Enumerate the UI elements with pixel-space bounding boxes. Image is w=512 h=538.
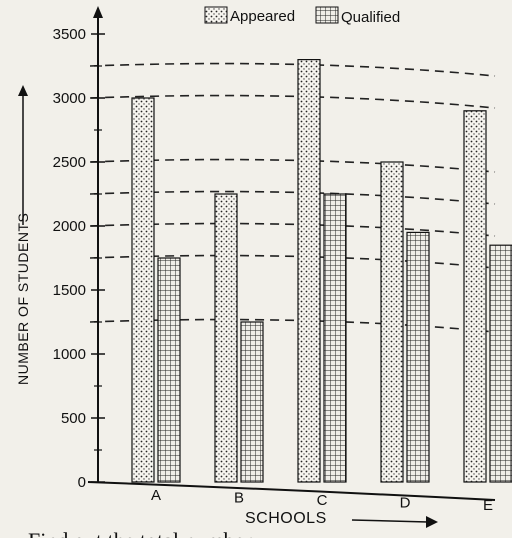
y-tick-label: 1000 [53,346,86,363]
y-tick-label: 500 [61,410,86,427]
x-axis-title-arrow-line [351,519,429,523]
x-tick-label: C [317,492,328,509]
y-axis-arrow [93,6,103,18]
y-axis-title-text: NUMBER OF STUDENTS [15,213,31,385]
legend-label-qualified: Qualified [341,9,400,26]
caption-text: Find out the total number [28,528,252,538]
x-labels: A B C D E [151,487,493,514]
bar-qualified-e [489,244,512,483]
bar-qualified-b [240,321,264,483]
x-tick-label: A [151,487,161,504]
x-tick-label: B [234,490,244,507]
y-tick-label: 2000 [53,218,86,235]
chart-legend: Appeared Qualified [204,6,400,26]
x-tick-label: D [400,495,411,512]
bar-qualified-a [157,257,181,483]
y-tick-label: 3500 [53,26,86,43]
bar-appeared-c [297,58,321,483]
x-axis-title-arrow-head [426,516,438,528]
bar-qualified-c [323,193,347,483]
y-tick-label: 3000 [53,90,86,107]
y-axis-title-arrow-head [18,85,28,96]
y-tick-label: 2500 [53,154,86,171]
bars [131,58,512,483]
legend-swatch-appeared [204,6,228,24]
bar-qualified-d [406,231,430,483]
x-tick-label: E [483,497,493,514]
legend-label-appeared: Appeared [230,8,295,25]
reference-line [89,62,496,77]
x-axis-line [87,481,496,501]
bar-appeared-e [463,110,487,483]
x-axis-title: SCHOOLS [245,510,438,528]
bar-appeared-a [131,97,155,483]
y-ticks: 0 500 1000 1500 2000 2500 3000 3500 [53,26,105,491]
legend-swatch-qualified [315,6,339,24]
y-tick-label: 0 [78,474,86,491]
y-tick-label: 1500 [53,282,86,299]
x-axis-title-text: SCHOOLS [245,510,327,527]
y-axis-title: NUMBER OF STUDENTS [15,85,31,385]
bar-appeared-d [380,161,404,483]
axes [87,6,496,501]
bar-appeared-b [214,193,238,483]
